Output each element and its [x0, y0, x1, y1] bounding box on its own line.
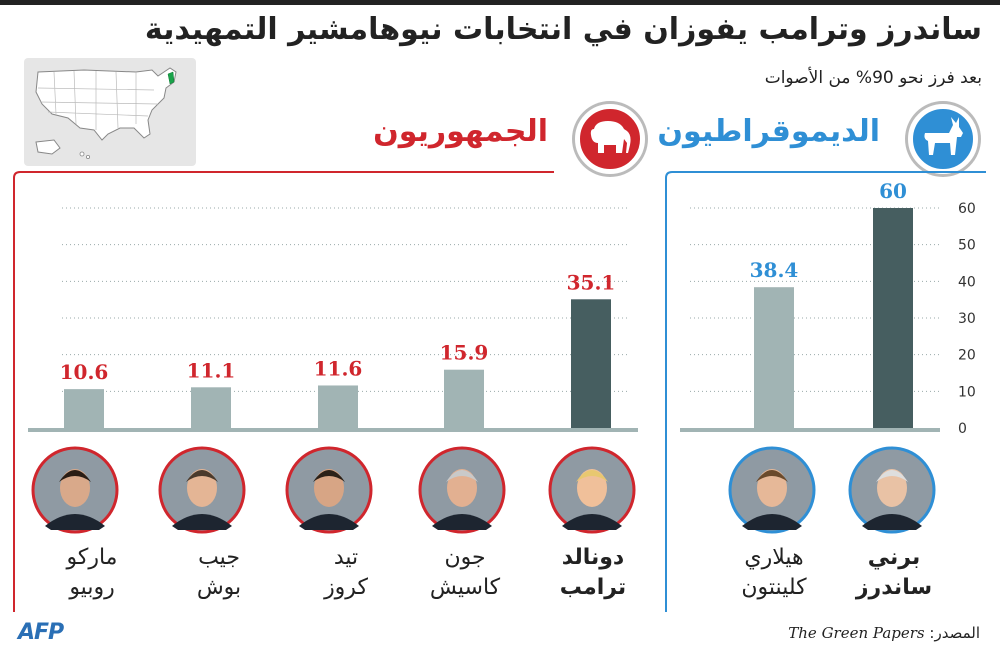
candidate-name-sanders: برني ساندرز: [855, 545, 933, 600]
dem-value-label-1: 60: [879, 179, 907, 203]
rep-value-label-4: 35.1: [567, 270, 616, 294]
dem-baseline: [680, 428, 940, 432]
bush-photo-suit: [172, 514, 232, 530]
bush-photo-face: [187, 469, 217, 507]
y-tick-label: 50: [958, 238, 976, 254]
rep-bar-3: [444, 369, 484, 428]
trump-photo-face: [577, 469, 607, 507]
source-note: المصدر: The Green Papers: [788, 624, 980, 642]
rep-bar-4: [571, 299, 611, 428]
candidate-name-clinton: هيلاري كلينتون: [741, 545, 807, 600]
candidate-name-bush: جيب بوش: [196, 545, 242, 600]
rep-value-label-1: 11.1: [187, 358, 236, 382]
chart-subtitle: بعد فرز نحو 90% من الأصوات: [764, 68, 982, 88]
candidate-name-cruz: تيد كروز: [324, 545, 368, 600]
donkey-icon: [908, 104, 978, 174]
rep-value-label-3: 15.9: [440, 341, 489, 365]
republicans-title: الجمهوريون: [373, 114, 548, 149]
afp-logo: AFP: [18, 620, 64, 645]
sanders-photo-face: [877, 469, 907, 507]
cruz-photo-suit: [299, 514, 359, 530]
rep-baseline: [28, 428, 638, 432]
dem-bar-0: [754, 287, 794, 428]
sanders-photo-hair: [876, 470, 908, 482]
candidate-name-kasich: جون كاسيش: [429, 545, 501, 600]
clinton-photo-hair: [756, 470, 788, 482]
republican-panel-border: [13, 171, 554, 612]
y-tick-label: 0: [958, 421, 967, 437]
y-tick-label: 40: [958, 274, 976, 290]
candidate-name-trump: دونالد ترامب: [559, 545, 627, 600]
rep-value-label-0: 10.6: [60, 360, 109, 384]
chart-title: ساندرز وترامب يفوزان في انتخابات نيوهامش…: [144, 12, 982, 47]
clinton-photo-face: [757, 469, 787, 507]
usa-map-icon: [24, 58, 196, 166]
trump-photo-suit: [562, 514, 622, 530]
rubio-photo-suit: [45, 514, 105, 530]
rubio-photo-hair: [59, 470, 91, 482]
rep-bar-2: [318, 385, 358, 428]
candidate-name-rubio: ماركو روبيو: [66, 545, 118, 600]
kasich-photo-face: [447, 469, 477, 507]
rep-value-label-2: 11.6: [314, 356, 363, 380]
elephant-icon: [575, 104, 645, 174]
kasich-photo-suit: [432, 514, 492, 530]
democrats-title: الديموقراطيون: [657, 114, 880, 149]
cruz-photo-face: [314, 469, 344, 507]
rep-bar-1: [191, 387, 231, 428]
y-tick-label: 20: [958, 348, 976, 364]
source-name: The Green Papers: [788, 624, 925, 642]
source-label: المصدر:: [929, 624, 980, 642]
dem-bar-1: [873, 208, 913, 428]
top-rule: [0, 0, 1000, 5]
cruz-photo-hair: [313, 470, 345, 482]
y-tick-label: 30: [958, 311, 976, 327]
y-tick-label: 60: [958, 201, 976, 217]
democrat-panel-border: [665, 171, 986, 612]
y-tick-label: 10: [958, 384, 976, 400]
clinton-photo-suit: [742, 514, 802, 530]
kasich-photo-hair: [446, 470, 478, 482]
trump-photo-hair: [576, 470, 608, 482]
rep-bar-0: [64, 389, 104, 428]
dem-value-label-0: 38.4: [750, 258, 799, 282]
rubio-photo-face: [60, 469, 90, 507]
sanders-photo-suit: [862, 514, 922, 530]
bush-photo-hair: [186, 470, 218, 482]
